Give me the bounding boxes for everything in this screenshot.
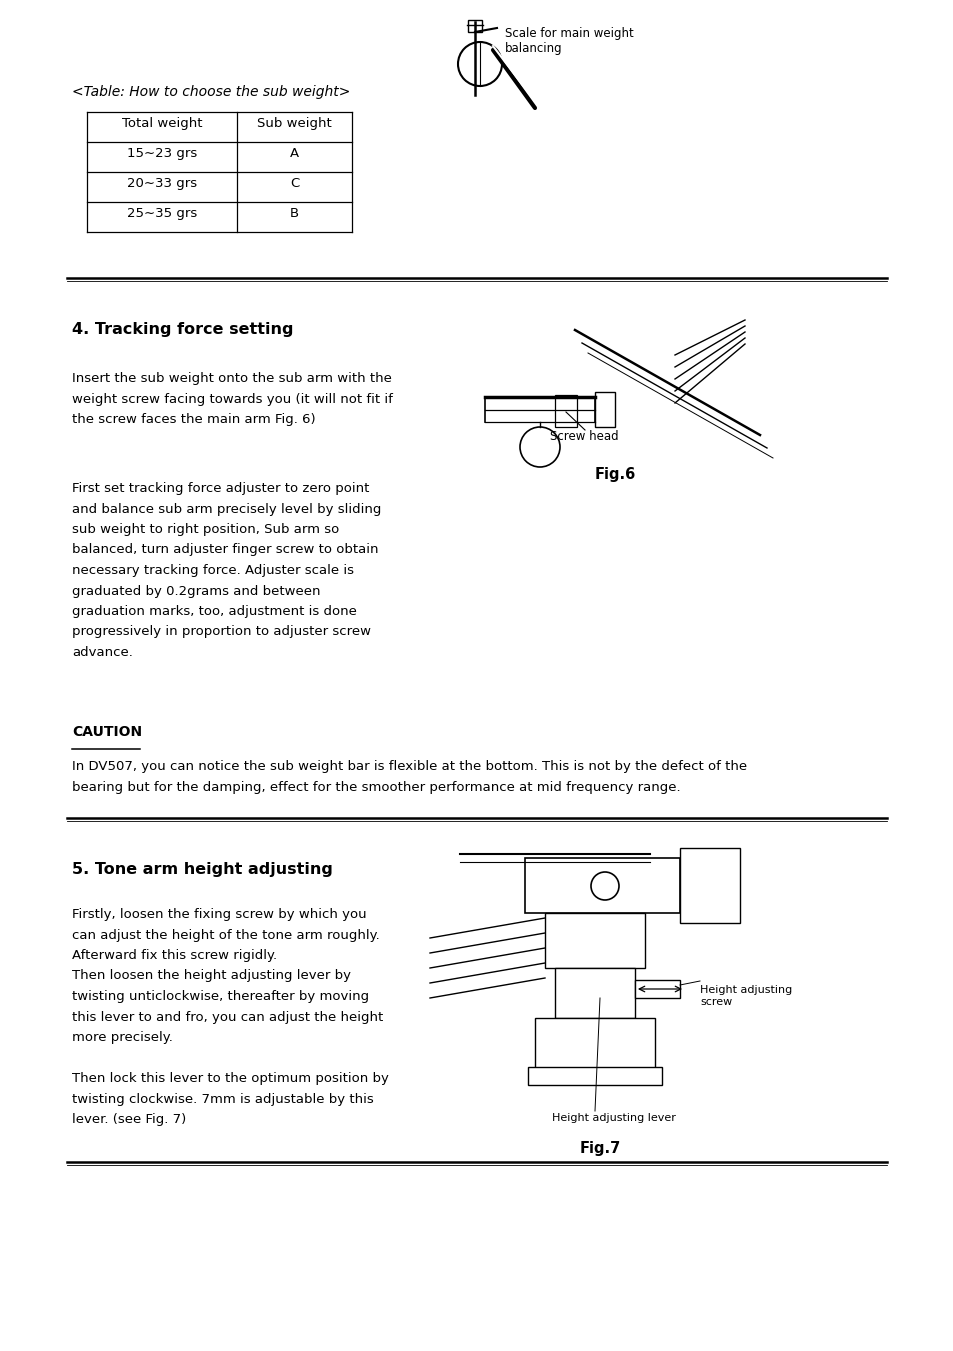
Bar bbox=[544, 913, 644, 969]
Text: B: B bbox=[290, 207, 298, 220]
Text: 25∼35 grs: 25∼35 grs bbox=[127, 207, 197, 220]
Text: Scale for main weight
balancing: Scale for main weight balancing bbox=[504, 27, 633, 55]
Text: Insert the sub weight onto the sub arm with the
weight screw facing towards you : Insert the sub weight onto the sub arm w… bbox=[71, 372, 393, 426]
Bar bbox=[635, 979, 679, 998]
Text: Height adjusting lever: Height adjusting lever bbox=[552, 1113, 675, 1123]
Bar bbox=[595, 392, 615, 427]
Text: Total weight: Total weight bbox=[122, 118, 202, 130]
Text: Then lock this lever to the optimum position by
twisting clockwise. 7mm is adjus: Then lock this lever to the optimum posi… bbox=[71, 1071, 389, 1125]
Text: Fig.7: Fig.7 bbox=[578, 1142, 620, 1156]
Text: Fig.6: Fig.6 bbox=[594, 467, 635, 482]
Text: A: A bbox=[290, 147, 298, 159]
Bar bbox=[679, 848, 740, 923]
Text: 15∼23 grs: 15∼23 grs bbox=[127, 147, 197, 159]
Text: 5. Tone arm height adjusting: 5. Tone arm height adjusting bbox=[71, 862, 333, 877]
Text: In DV507, you can notice the sub weight bar is flexible at the bottom. This is n: In DV507, you can notice the sub weight … bbox=[71, 761, 746, 793]
Bar bbox=[527, 1067, 661, 1085]
Text: First set tracking force adjuster to zero point
and balance sub arm precisely le: First set tracking force adjuster to zer… bbox=[71, 482, 381, 659]
Text: Firstly, loosen the fixing screw by which you
can adjust the height of the tone : Firstly, loosen the fixing screw by whic… bbox=[71, 908, 383, 1044]
Text: CAUTION: CAUTION bbox=[71, 725, 142, 739]
Text: Screw head: Screw head bbox=[550, 430, 618, 443]
Bar bbox=[468, 20, 481, 32]
Text: Height adjusting
screw: Height adjusting screw bbox=[700, 985, 791, 1006]
Bar bbox=[555, 969, 635, 1019]
Text: Sub weight: Sub weight bbox=[257, 118, 332, 130]
Bar bbox=[555, 394, 577, 427]
Text: <Table: How to choose the sub weight>: <Table: How to choose the sub weight> bbox=[71, 85, 350, 99]
Text: 20∼33 grs: 20∼33 grs bbox=[127, 177, 197, 190]
Text: C: C bbox=[290, 177, 299, 190]
Text: 4. Tracking force setting: 4. Tracking force setting bbox=[71, 322, 294, 336]
Bar bbox=[524, 858, 679, 913]
Bar bbox=[535, 1019, 655, 1069]
